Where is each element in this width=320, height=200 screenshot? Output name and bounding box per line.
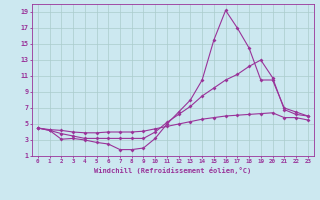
- X-axis label: Windchill (Refroidissement éolien,°C): Windchill (Refroidissement éolien,°C): [94, 167, 252, 174]
